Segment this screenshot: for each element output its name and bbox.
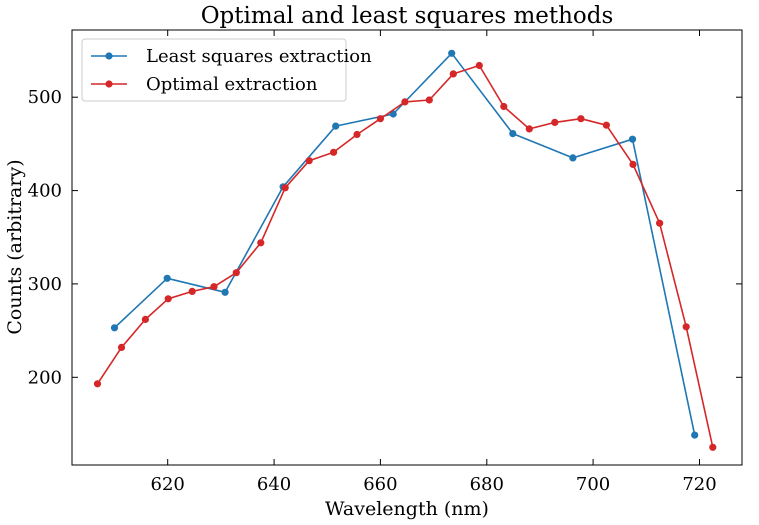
series-1 bbox=[93, 61, 717, 451]
data-point bbox=[525, 125, 533, 133]
data-point bbox=[629, 160, 637, 168]
data-point bbox=[691, 431, 699, 439]
x-tick-label: 720 bbox=[682, 474, 716, 495]
data-point bbox=[164, 295, 172, 303]
series-line bbox=[113, 52, 696, 436]
y-tick-label: 300 bbox=[28, 274, 62, 295]
data-series bbox=[93, 49, 717, 451]
data-point bbox=[475, 61, 483, 70]
data-point bbox=[117, 343, 126, 351]
data-point bbox=[602, 121, 611, 129]
y-tick-label: 500 bbox=[28, 87, 62, 108]
x-axis-label: Wavelength (nm) bbox=[325, 498, 489, 520]
data-point bbox=[257, 239, 265, 247]
data-point bbox=[500, 102, 508, 111]
x-tick-label: 680 bbox=[470, 474, 504, 495]
data-point bbox=[509, 130, 517, 138]
data-point bbox=[110, 324, 119, 332]
data-point bbox=[628, 135, 637, 143]
data-point bbox=[305, 157, 313, 165]
y-tick-label: 400 bbox=[28, 181, 62, 202]
data-point bbox=[425, 96, 433, 104]
data-point bbox=[709, 443, 717, 451]
data-point bbox=[448, 49, 456, 57]
data-point bbox=[141, 315, 149, 323]
data-point bbox=[389, 110, 397, 118]
data-point bbox=[401, 98, 409, 106]
legend-label-optimal: Optimal extraction bbox=[146, 74, 318, 95]
data-point bbox=[163, 274, 171, 282]
legend-marker-least-squares bbox=[105, 52, 113, 60]
data-point bbox=[569, 154, 577, 162]
data-point bbox=[332, 122, 340, 130]
x-tick-label: 620 bbox=[151, 474, 185, 495]
legend-label-least-squares: Least squares extraction bbox=[146, 46, 372, 67]
data-point bbox=[221, 288, 229, 296]
data-point bbox=[449, 70, 457, 78]
axis-ticks: 620 640 660 680 700 720 200 300 400 500 bbox=[28, 30, 742, 495]
data-point bbox=[551, 118, 559, 126]
data-point bbox=[656, 219, 664, 227]
data-point bbox=[232, 269, 240, 277]
legend-marker-optimal bbox=[105, 80, 113, 88]
series-0 bbox=[110, 49, 699, 439]
y-axis-label: Counts (arbitrary) bbox=[4, 159, 26, 334]
y-tick-label: 200 bbox=[28, 367, 62, 388]
x-tick-label: 640 bbox=[257, 474, 291, 495]
data-point bbox=[577, 115, 585, 123]
series-line bbox=[96, 64, 714, 448]
x-tick-label: 660 bbox=[363, 474, 397, 495]
data-point bbox=[353, 130, 361, 139]
data-point bbox=[93, 380, 102, 388]
legend-box bbox=[81, 38, 347, 102]
x-tick-label: 700 bbox=[576, 474, 610, 495]
plot-area bbox=[71, 29, 743, 466]
data-point bbox=[281, 184, 289, 192]
data-point bbox=[376, 115, 384, 123]
data-point bbox=[210, 283, 218, 291]
legend: Least squares extraction Optimal extract… bbox=[81, 38, 372, 102]
data-point bbox=[682, 323, 690, 331]
data-point bbox=[188, 287, 196, 295]
data-point bbox=[330, 148, 338, 156]
chart-title: Optimal and least squares methods bbox=[201, 3, 614, 29]
